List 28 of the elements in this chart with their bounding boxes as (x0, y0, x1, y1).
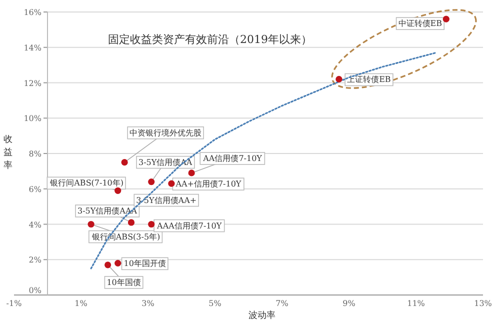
text: 固定收益类资产有效前沿（2019年以来） (108, 33, 312, 46)
annotation: AA信用债7-10Y (202, 154, 263, 163)
y-tick-label: 10% (24, 114, 42, 124)
y-axis-title: 收益率 (4, 134, 12, 171)
y-tick-label: 6% (28, 184, 42, 194)
y-tick-label: 12% (24, 78, 42, 88)
x-tick-label: 9% (342, 299, 356, 308)
y-tick-label: 4% (28, 220, 42, 230)
y-tick-label: 16% (24, 8, 42, 17)
x-tick-label: 11% (407, 299, 426, 308)
annotation: AA+信用债7-10Y (174, 180, 242, 189)
x-axis-title: 波动率 (248, 310, 276, 321)
annotation: 银行间ABS(7-10年) (49, 178, 124, 188)
x-tick-label: 5% (208, 299, 222, 308)
x-tick-label: 13% (474, 299, 492, 308)
annotation: 10年国开债 (124, 259, 166, 268)
annotation: 中证转债EB (398, 19, 442, 28)
y-tick-label: 14% (24, 43, 42, 52)
y-tick-label: 0% (28, 286, 42, 295)
y-tick-label: 8% (28, 150, 42, 158)
x-tick-label: 3% (142, 299, 155, 308)
x-tick-label: 1% (74, 299, 88, 308)
annotation: AAA信用债7-10Y (156, 221, 222, 230)
annotation: 中资银行境外优先股 (130, 128, 202, 138)
x-tick-label: 7% (276, 299, 289, 308)
annotation: 10年国债 (106, 278, 141, 287)
x-tick-label: -1% (6, 299, 22, 308)
y-tick-label: 2% (28, 256, 42, 265)
